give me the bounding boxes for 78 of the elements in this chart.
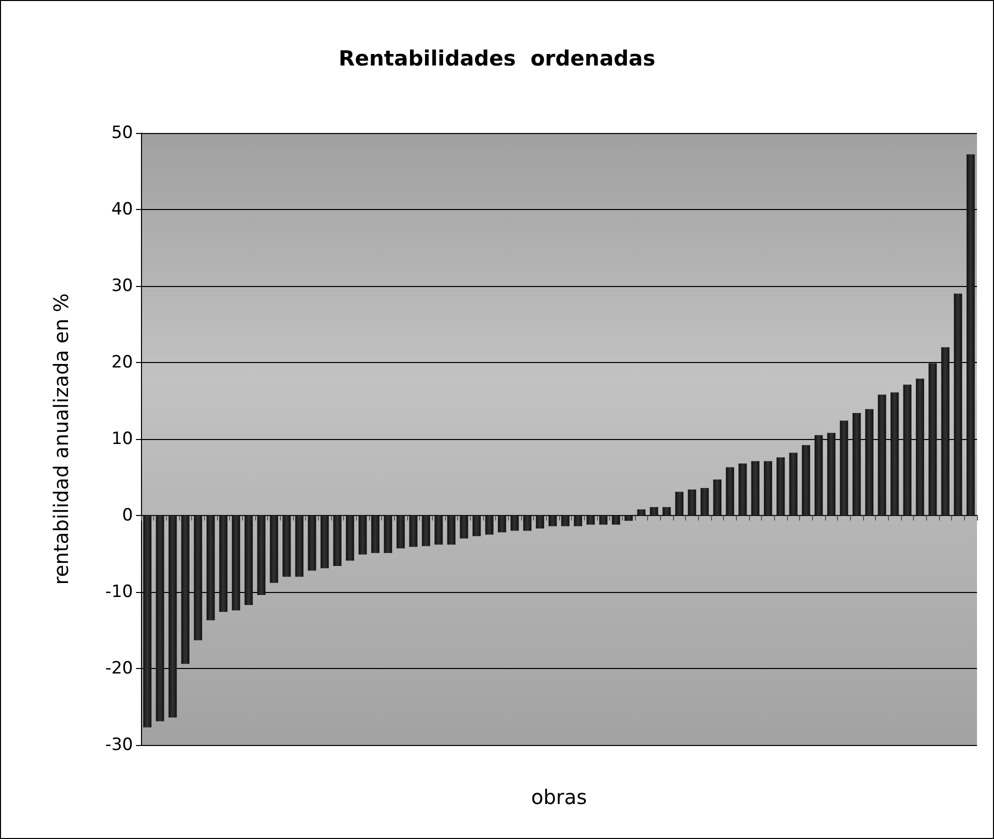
bar: [156, 516, 164, 722]
bar: [586, 516, 595, 525]
bar: [358, 516, 367, 555]
y-tick-label: 30: [111, 276, 133, 296]
bar: [409, 516, 418, 547]
y-axis-title: rentabilidad anualizada en %: [49, 293, 73, 585]
bar: [257, 516, 266, 596]
bar: [903, 384, 912, 516]
bar: [827, 432, 836, 516]
bar: [700, 488, 709, 516]
bar: [890, 392, 899, 516]
bar: [751, 461, 760, 516]
bar: [219, 516, 228, 612]
chart-title: Rentabilidades ordenadas: [338, 46, 656, 70]
bar: [802, 445, 810, 516]
y-tick-label: 10: [111, 429, 133, 449]
bar: [498, 516, 506, 532]
bar: [726, 467, 734, 516]
y-tick-label: -20: [105, 658, 133, 678]
bar: [523, 516, 532, 531]
bar: [206, 516, 215, 620]
bar: [384, 516, 392, 553]
bar: [713, 480, 722, 516]
bar: [624, 516, 633, 521]
bar: [928, 363, 937, 516]
bar: [814, 435, 823, 516]
bar: [295, 516, 304, 577]
bar: [143, 516, 152, 728]
bar: [966, 154, 975, 516]
bar: [954, 294, 962, 516]
y-tick-label: 0: [122, 506, 133, 526]
bar: [916, 378, 924, 516]
bar: [574, 516, 582, 526]
bar: [764, 461, 772, 516]
bar: [308, 516, 316, 571]
bar: [447, 516, 456, 545]
bar: [333, 516, 342, 566]
bar: [789, 452, 798, 516]
bar: [776, 457, 785, 516]
bar: [878, 394, 886, 516]
bar: [282, 516, 291, 577]
y-tick-label: 40: [111, 200, 133, 220]
bar: [422, 516, 430, 546]
bar: [675, 492, 684, 516]
bar: [346, 516, 354, 561]
bar: [460, 516, 468, 538]
bar: [941, 347, 950, 516]
bar: [270, 516, 278, 583]
bar: [371, 516, 380, 553]
bar: [194, 516, 202, 640]
bar: [244, 516, 253, 606]
bar: [662, 507, 671, 516]
bar: [434, 516, 443, 545]
bar: [536, 516, 544, 529]
x-axis-title: obras: [531, 785, 587, 809]
y-tick-label: 20: [111, 352, 133, 372]
bar: [738, 463, 747, 516]
bar: [840, 420, 848, 516]
bar: [485, 516, 494, 535]
bar: [865, 409, 874, 516]
bar: [320, 516, 329, 568]
bar: [612, 516, 620, 525]
bar: [599, 516, 608, 525]
bar: [852, 412, 861, 516]
bar: [688, 489, 696, 516]
bar: [232, 516, 240, 610]
bar: [561, 516, 570, 526]
bar: [637, 509, 646, 516]
y-tick-label: -10: [105, 582, 133, 602]
y-tick-label: 50: [111, 123, 133, 143]
bar: [168, 516, 177, 718]
bar: [510, 516, 519, 531]
bar: [548, 516, 557, 526]
bar: [650, 507, 658, 516]
bar: [396, 516, 405, 548]
bar: [472, 516, 481, 536]
bar: [181, 516, 190, 664]
y-tick-label: -30: [105, 735, 133, 755]
